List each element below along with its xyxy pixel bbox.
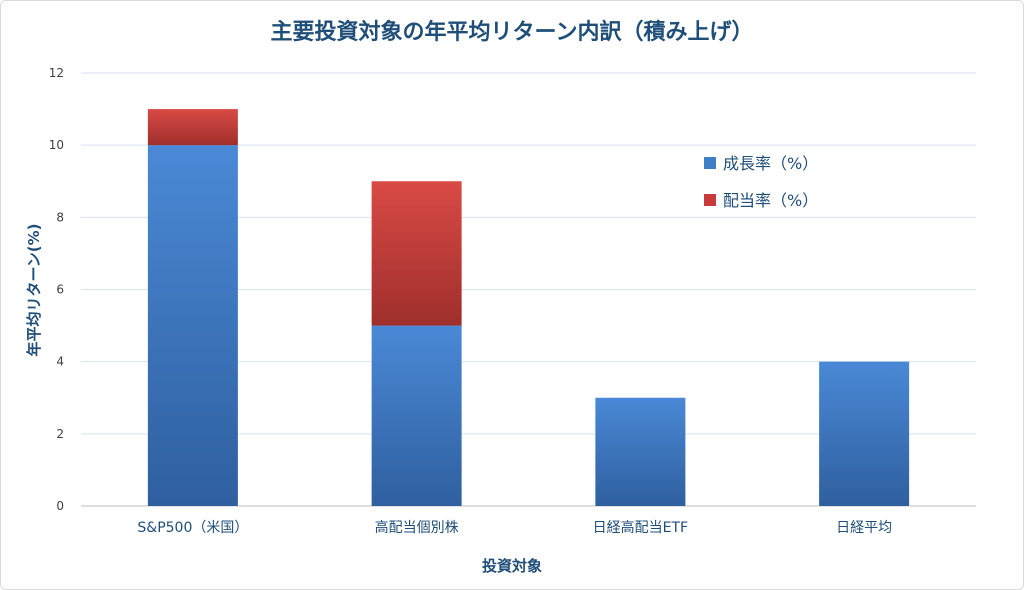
x-category-label: 日経平均 xyxy=(836,520,892,536)
growth-rate-bar xyxy=(147,145,238,506)
y-tick-label: 4 xyxy=(56,355,64,369)
y-tick-label: 0 xyxy=(56,499,64,513)
legend-swatch-dividend xyxy=(704,194,716,206)
x-category-label: S&P500（米国） xyxy=(137,520,248,536)
chart-title: 主要投資対象の年平均リターン内訳（積み上げ） xyxy=(271,19,754,45)
y-tick-label: 8 xyxy=(56,210,64,224)
dividend-rate-bar xyxy=(147,109,238,146)
growth-rate-bar xyxy=(819,361,910,506)
y-axis-title: 年平均リターン(%) xyxy=(25,224,43,357)
y-tick-label: 2 xyxy=(56,427,64,441)
y-tick-label: 10 xyxy=(49,138,64,152)
dividend-rate-bar xyxy=(371,181,462,326)
bars xyxy=(147,109,910,506)
axis-labels: 0 2 4 6 8 10 12 S&P500（米国） 高配当個別株 日経高配当ETF 日経平均 xyxy=(49,66,892,536)
legend-swatch-growth xyxy=(704,157,716,169)
growth-rate-bar xyxy=(595,397,686,506)
legend-label-dividend: 配当率（%） xyxy=(723,191,818,210)
legend: 成長率（%） 配当率（%） xyxy=(704,154,818,210)
growth-rate-bar xyxy=(371,325,462,506)
y-tick-label: 6 xyxy=(56,283,64,297)
y-tick-label: 12 xyxy=(49,66,64,80)
x-axis-title: 投資対象 xyxy=(482,557,542,575)
legend-label-growth: 成長率（%） xyxy=(723,154,818,173)
x-category-label: 高配当個別株 xyxy=(375,519,459,536)
x-category-label: 日経高配当ETF xyxy=(593,519,688,536)
